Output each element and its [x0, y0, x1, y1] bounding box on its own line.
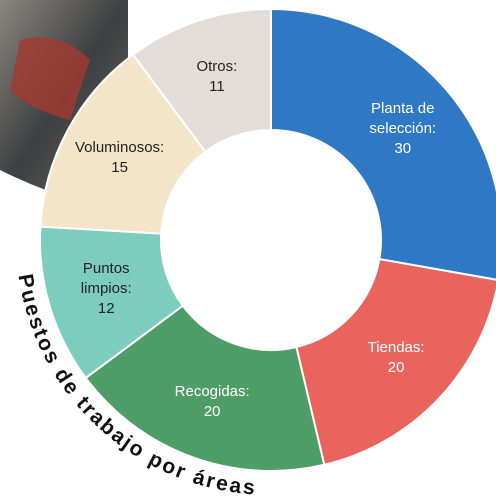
- donut-segment: [270, 7, 496, 281]
- value-label: 12: [97, 300, 115, 318]
- donut-segment: [131, 7, 272, 154]
- segment-label: Otros: 11: [164, 57, 269, 97]
- donut-segment: [84, 304, 326, 472]
- category-label: Recogidas:: [174, 382, 250, 400]
- category-label: Tiendas:: [367, 339, 425, 357]
- value-label: 30: [394, 140, 412, 158]
- segment-label: Tiendas: 20: [344, 338, 449, 378]
- donut-segment: [39, 53, 207, 235]
- value-label: 11: [209, 77, 225, 95]
- segment-label: Puntos limpios: 12: [54, 259, 159, 319]
- donut-segment: [295, 257, 496, 466]
- category-label: Planta de selección:: [369, 100, 437, 138]
- category-label: Puntos limpios:: [80, 260, 132, 298]
- segment-label: Voluminosos: 15: [67, 138, 172, 178]
- value-label: 15: [111, 159, 128, 177]
- category-label: Otros:: [196, 57, 238, 75]
- segment-label: Planta de selección: 30: [343, 99, 463, 159]
- segment-label: Recogidas: 20: [160, 382, 265, 422]
- photo-detail: [10, 37, 90, 120]
- category-label: Voluminosos:: [74, 139, 165, 157]
- value-label: 20: [203, 402, 221, 420]
- value-label: 20: [387, 359, 405, 377]
